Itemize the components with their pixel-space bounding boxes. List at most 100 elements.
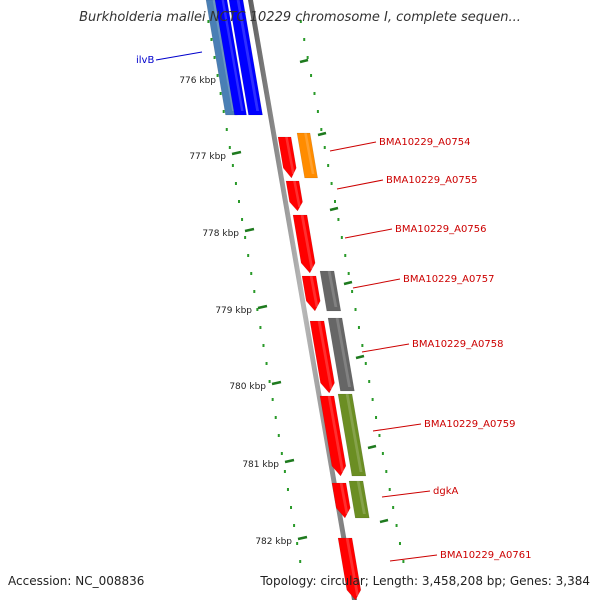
cds-highlight <box>345 538 360 596</box>
gene-labels: ilvB BMA10229_A0754 BMA10229_A0755 BMA10229… <box>136 51 531 562</box>
gene-leader-line <box>155 51 203 61</box>
tick-label: 779 kbp <box>215 306 252 316</box>
tick-label: 780 kbp <box>229 382 266 392</box>
tick-mark <box>317 131 327 137</box>
cds-feature <box>228 0 263 116</box>
cds-highlight <box>285 137 295 174</box>
cds-highlight <box>300 215 314 269</box>
guide-dot <box>361 344 364 347</box>
guide-dot <box>290 506 293 509</box>
guide-dot <box>306 56 309 59</box>
tick-label: 781 kbp <box>242 460 279 470</box>
guide-dot <box>286 488 289 491</box>
gene-leader-line <box>381 490 431 498</box>
guide-dot <box>234 182 237 185</box>
guide-dot <box>231 164 234 167</box>
gene-label[interactable]: BMA10229_A0757 <box>403 274 494 285</box>
guide-dot <box>334 200 336 203</box>
tick-mark <box>271 380 282 386</box>
guide-dot <box>299 20 302 23</box>
guide-dot <box>296 542 299 545</box>
cds-highlight <box>309 276 319 307</box>
tick-label: 782 kbp <box>255 537 292 547</box>
gene-label[interactable]: ilvB <box>136 55 154 66</box>
guide-dot <box>299 560 302 563</box>
cds-highlight <box>293 181 301 207</box>
cds-highlight <box>345 394 363 472</box>
cds-highlight <box>339 483 349 514</box>
gene-label[interactable]: BMA10229_A0759 <box>424 419 515 430</box>
guide-dot <box>320 128 323 131</box>
tick-mark <box>299 58 309 64</box>
guide-dot <box>247 254 250 257</box>
cds-feature <box>331 482 351 519</box>
gene-label[interactable]: BMA10229_A0755 <box>386 175 477 186</box>
guide-dot <box>375 416 378 419</box>
guide-dot <box>378 434 381 437</box>
cds-feature <box>348 480 370 519</box>
tick-mark <box>297 535 308 541</box>
tick-mark <box>355 354 365 360</box>
gene-leader-line <box>344 228 393 239</box>
guide-dot <box>253 290 256 293</box>
tick-mark <box>379 518 389 524</box>
guide-dot <box>347 272 350 275</box>
guide-dots <box>207 20 405 563</box>
guide-dot <box>244 236 247 239</box>
cds-feature <box>319 395 347 477</box>
tick-label: 777 kbp <box>189 152 226 162</box>
guide-dot <box>364 362 367 365</box>
gene-label[interactable]: BMA10229_A0758 <box>412 339 503 350</box>
guide-dot <box>213 56 216 59</box>
guide-dot <box>395 524 398 527</box>
guide-dot <box>216 74 219 77</box>
guide-dot <box>250 272 253 275</box>
guide-dot <box>354 308 357 311</box>
gene-label[interactable]: BMA10229_A0754 <box>379 137 470 148</box>
guide-dot <box>268 380 271 383</box>
guide-dot <box>293 524 296 527</box>
tick-mark <box>367 444 377 450</box>
cds-feature <box>277 136 297 179</box>
guide-dot <box>303 38 306 41</box>
guide-dot <box>219 92 222 95</box>
gene-leader-line <box>361 343 410 353</box>
accession-text: Accession: NC_008836 <box>8 574 145 588</box>
gene-leader-line <box>389 554 438 562</box>
genome-summary-text: Topology: circular; Length: 3,458,208 bp… <box>260 574 590 588</box>
guide-dot <box>259 326 262 329</box>
guide-dot <box>351 290 354 293</box>
gene-label[interactable]: dgkA <box>433 486 458 497</box>
guide-dot <box>262 344 265 347</box>
cds-feature <box>292 214 316 274</box>
guide-dot <box>340 236 343 239</box>
tick-mark <box>329 206 339 212</box>
cds-highlight <box>317 321 333 389</box>
guide-dot <box>313 92 316 95</box>
cds-feature <box>285 180 303 212</box>
guide-dot <box>228 146 231 149</box>
tick-mark <box>231 150 242 156</box>
cds-feature <box>301 275 321 312</box>
gene-label[interactable]: BMA10229_A0756 <box>395 224 486 235</box>
guide-dot <box>210 38 213 41</box>
cds-feature <box>309 320 335 394</box>
tick-mark <box>244 227 255 233</box>
guide-dot <box>402 560 405 563</box>
guide-dot <box>225 128 228 131</box>
gene-label[interactable]: BMA10229_A0761 <box>440 550 531 561</box>
cds-feature <box>337 537 362 600</box>
coordinate-ticks: 776 kbp 777 kbp 778 kbp 779 kbp 780 kbp 781 k… <box>179 58 389 547</box>
guide-dot <box>271 398 274 401</box>
guide-dot <box>398 542 401 545</box>
guide-dot <box>256 308 259 311</box>
tick-label: 778 kbp <box>202 229 239 239</box>
map-title: Burkholderia mallei NCTC 10229 chromosom… <box>79 10 521 25</box>
guide-dot <box>222 110 225 113</box>
guide-dot <box>274 416 277 419</box>
tick-mark <box>284 458 295 464</box>
cds-highlight <box>327 396 345 472</box>
guide-dot <box>241 218 244 221</box>
guide-dot <box>265 362 268 365</box>
